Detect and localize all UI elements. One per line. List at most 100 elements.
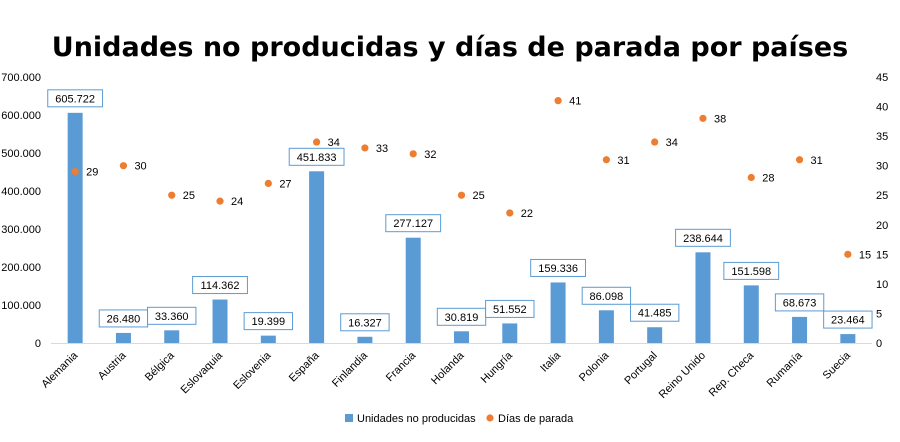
bar-data-label-box <box>823 310 873 329</box>
point <box>216 197 224 205</box>
bar-data-label-box <box>47 89 104 108</box>
x-category-label: Rumanía <box>765 349 806 390</box>
bar <box>647 327 663 343</box>
y-right-tick-label: 5 <box>876 308 882 320</box>
bar-data-label-box <box>288 147 345 166</box>
point-data-label: 25 <box>473 190 485 202</box>
point <box>651 138 659 146</box>
y-right-tick-label: 45 <box>876 72 888 84</box>
x-category-label: Bélgica <box>143 349 178 384</box>
bar-data-label: 51.552 <box>493 304 527 316</box>
point-data-label: 28 <box>762 172 774 184</box>
bar-data-label: 41.485 <box>638 308 672 320</box>
y-right-tick-label: 20 <box>876 220 888 232</box>
bar <box>67 112 83 343</box>
x-category-label: Italia <box>538 349 564 375</box>
point <box>168 191 176 199</box>
point <box>409 150 417 158</box>
bar <box>792 316 808 343</box>
point-data-label: 25 <box>183 190 195 202</box>
bar-data-label-box <box>581 286 632 305</box>
y-right-tick-label: 15 <box>876 249 888 261</box>
bar <box>743 285 759 343</box>
x-category-label: Finlandia <box>330 349 371 390</box>
point-data-label: 29 <box>86 167 98 179</box>
point <box>602 156 610 164</box>
bar <box>260 335 276 343</box>
bar <box>598 310 614 343</box>
y-right-tick-label: 35 <box>876 131 888 143</box>
x-category-label: Hungría <box>479 349 516 386</box>
bar-data-label-box <box>192 276 248 295</box>
x-category-label: Portugal <box>622 350 659 387</box>
bar <box>454 331 469 343</box>
x-category-label: Francia <box>384 349 419 384</box>
y-right-tick-label: 0 <box>876 338 882 350</box>
x-category-label: España <box>287 349 322 384</box>
point <box>844 250 852 258</box>
point <box>506 209 514 217</box>
y-left-tick-label: 0 <box>35 338 41 350</box>
bar-data-label-box <box>243 312 294 331</box>
bar <box>502 323 518 343</box>
legend-point-marker <box>486 414 494 422</box>
y-left-tick-label: 300.000 <box>1 224 41 236</box>
data-labels: 605.722 26.480 33.360 114.362 19.399 451.833 1… <box>47 89 873 332</box>
bar-data-label: 19.399 <box>251 316 285 328</box>
point-data-label: 30 <box>134 161 146 173</box>
bar-data-label: 114.362 <box>201 280 240 292</box>
bar <box>840 334 856 343</box>
bar-data-label: 86.098 <box>590 291 624 303</box>
bar-data-label-box <box>723 261 780 280</box>
point-data-label: 34 <box>666 137 678 149</box>
bar-data-label: 33.360 <box>155 311 189 323</box>
x-category-label: Reino Unido <box>657 350 708 401</box>
y-right-tick-label: 10 <box>876 279 888 291</box>
bar <box>695 252 711 343</box>
legend-bar-marker <box>345 414 353 422</box>
bar-data-label: 451.833 <box>297 152 337 164</box>
bar-data-label-box <box>385 214 442 233</box>
point-data-label: 41 <box>569 96 581 108</box>
x-category-label: Holanda <box>429 349 467 387</box>
point-data-label: 31 <box>617 155 629 167</box>
y-right-tick-label: 30 <box>876 161 888 173</box>
point-data-label: 32 <box>424 149 436 161</box>
y-left-tick-label: 700.000 <box>1 72 41 84</box>
bar-data-label: 68.673 <box>783 297 817 309</box>
bar-data-label-box <box>774 293 825 312</box>
point-data-label: 34 <box>328 137 340 149</box>
point <box>264 179 272 187</box>
bar-data-label: 277.127 <box>393 218 433 230</box>
bar-data-label: 605.722 <box>55 93 95 105</box>
point <box>699 114 707 122</box>
point <box>554 97 562 105</box>
axes: 0 100.000 200.000 300.000 400.000 500.000 600.… <box>1 72 888 401</box>
point-data-label: 24 <box>231 196 243 208</box>
point-data-label: 15 <box>859 249 871 261</box>
chart-title: Unidades no producidas y días de parada … <box>52 32 848 63</box>
y-left-tick-label: 100.000 <box>1 300 41 312</box>
legend-label-dias: Días de parada <box>498 413 574 425</box>
bar-data-label: 23.464 <box>831 315 865 327</box>
x-category-label: Suecia <box>821 349 854 382</box>
bar <box>212 299 228 343</box>
y-right-tick-label: 25 <box>876 190 888 202</box>
x-category-label: Eslovaquia <box>179 349 226 396</box>
bar-data-label: 26.480 <box>107 313 141 325</box>
point <box>361 144 369 152</box>
bar <box>115 332 131 343</box>
bar <box>357 336 373 343</box>
y-left-tick-label: 600.000 <box>1 110 41 122</box>
x-category-label: Rep. Checa <box>707 349 757 399</box>
point-data-label: 22 <box>521 208 533 220</box>
y-left-tick-label: 200.000 <box>1 262 41 274</box>
legend: Unidades no producidas Días de parada <box>345 413 574 425</box>
x-category-label: Polonia <box>577 349 612 384</box>
bar-data-label-box <box>629 303 680 322</box>
point <box>119 162 128 170</box>
bar-data-label: 16.327 <box>348 317 382 329</box>
bar <box>550 282 566 343</box>
bar-data-label-box <box>147 306 197 325</box>
